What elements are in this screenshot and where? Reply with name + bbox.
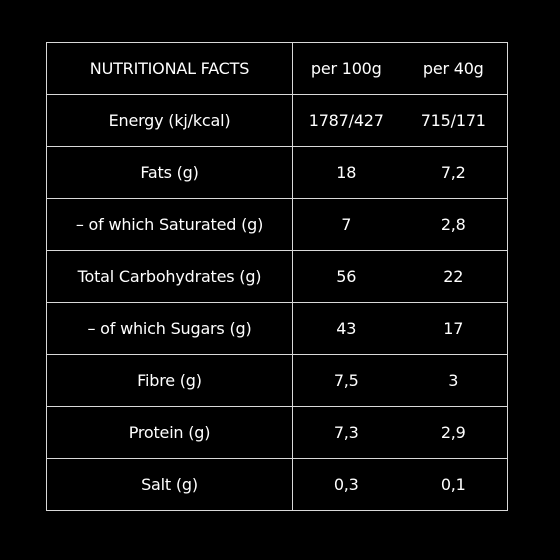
nutrient-label: Total Carbohydrates (g) — [46, 250, 293, 303]
value-per-40g: 0,1 — [399, 458, 508, 511]
nutrient-label: Salt (g) — [46, 458, 293, 511]
value-per-40g: 715/171 — [399, 94, 508, 147]
value-per-100g: 18 — [292, 146, 400, 199]
table-header-row: NUTRITIONAL FACTS per 100g per 40g — [46, 42, 508, 95]
header-per-40g: per 40g — [399, 42, 508, 95]
nutrition-facts-table: NUTRITIONAL FACTS per 100g per 40g Energ… — [46, 42, 508, 511]
nutrient-label: – of which Sugars (g) — [46, 302, 293, 355]
value-per-40g: 7,2 — [399, 146, 508, 199]
table-row-energy: Energy (kj/kcal) 1787/427 715/171 — [46, 94, 508, 147]
table-row-sugars: – of which Sugars (g) 43 17 — [46, 302, 508, 355]
table-row-carbohydrates: Total Carbohydrates (g) 56 22 — [46, 250, 508, 303]
value-per-100g: 0,3 — [292, 458, 400, 511]
value-per-100g: 1787/427 — [292, 94, 400, 147]
table-row-fibre: Fibre (g) 7,5 3 — [46, 354, 508, 407]
header-nutritional-facts: NUTRITIONAL FACTS — [46, 42, 293, 95]
value-per-40g: 17 — [399, 302, 508, 355]
table-row-protein: Protein (g) 7,3 2,9 — [46, 406, 508, 459]
nutrient-label: Fibre (g) — [46, 354, 293, 407]
value-per-40g: 2,9 — [399, 406, 508, 459]
nutrient-label: – of which Saturated (g) — [46, 198, 293, 251]
value-per-100g: 56 — [292, 250, 400, 303]
header-per-100g: per 100g — [292, 42, 400, 95]
table-row-saturated: – of which Saturated (g) 7 2,8 — [46, 198, 508, 251]
value-per-100g: 43 — [292, 302, 400, 355]
value-per-100g: 7,5 — [292, 354, 400, 407]
nutrition-table-container: NUTRITIONAL FACTS per 100g per 40g Energ… — [46, 42, 508, 511]
value-per-100g: 7,3 — [292, 406, 400, 459]
value-per-40g: 3 — [399, 354, 508, 407]
value-per-100g: 7 — [292, 198, 400, 251]
table-row-salt: Salt (g) 0,3 0,1 — [46, 458, 508, 511]
table-row-fats: Fats (g) 18 7,2 — [46, 146, 508, 199]
nutrient-label: Energy (kj/kcal) — [46, 94, 293, 147]
nutrient-label: Protein (g) — [46, 406, 293, 459]
value-per-40g: 22 — [399, 250, 508, 303]
value-per-40g: 2,8 — [399, 198, 508, 251]
nutrient-label: Fats (g) — [46, 146, 293, 199]
